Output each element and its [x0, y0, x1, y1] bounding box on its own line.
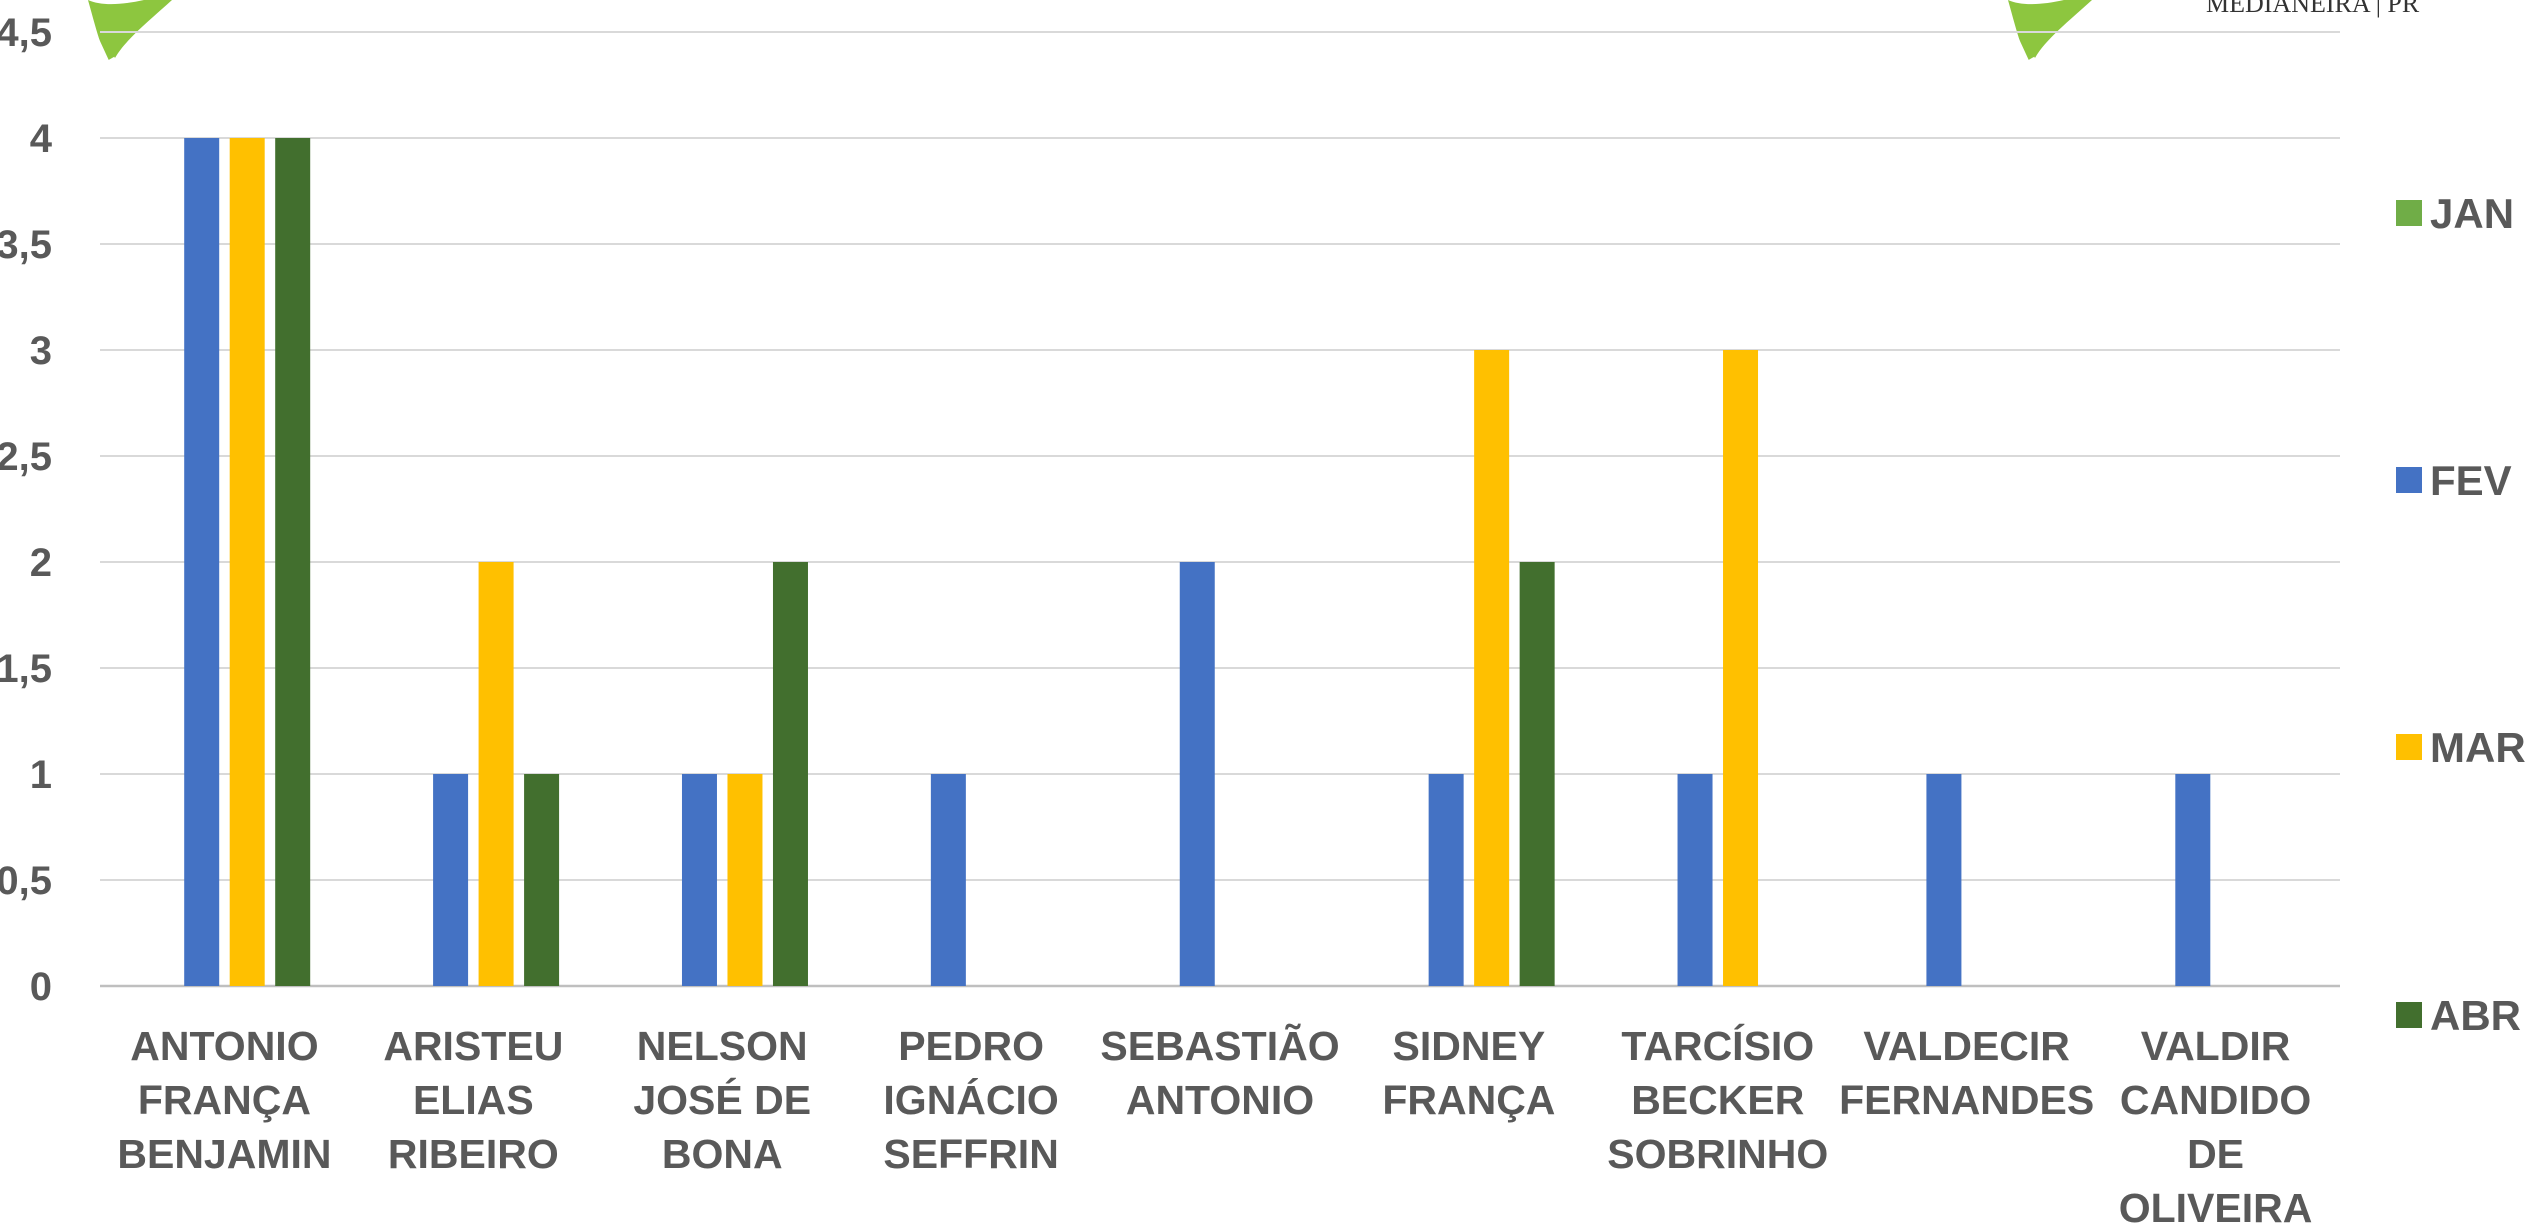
y-tick-label: 3,5 [0, 223, 52, 267]
bar-fev [1428, 774, 1464, 986]
bars [184, 138, 2211, 986]
y-tick-label: 1,5 [0, 647, 52, 691]
x-tick-label: SIDNEY FRANÇA [1382, 1023, 1555, 1123]
bar-abr [1519, 562, 1555, 986]
bar-fev [184, 138, 220, 986]
legend-swatch-abr [2396, 1002, 2422, 1028]
bar-abr [524, 774, 560, 986]
bar-abr [275, 138, 311, 986]
x-tick-label: TARCÍSIO BECKER SOBRINHO [1607, 1023, 1828, 1177]
y-tick-label: 3 [30, 329, 52, 373]
legend-label-abr: ABR [2430, 992, 2521, 1039]
x-tick-label: ARISTEU ELIAS RIBEIRO [383, 1023, 563, 1177]
y-axis-ticks: 0 0,5 1 1,5 2 2,5 3 3,5 4 4,5 [0, 11, 53, 1009]
bar-mar [229, 138, 265, 986]
bar-fev [1677, 774, 1713, 986]
legend-label-fev: FEV [2430, 457, 2512, 504]
x-axis-ticks: ANTONIO FRANÇA BENJAMIN ARISTEU ELIAS RIBEIRO… [117, 1023, 2312, 1231]
legend-swatch-jan [2396, 200, 2422, 226]
x-tick-label: VALDECIR FERNANDES [1839, 1023, 2094, 1123]
legend-swatch-fev [2396, 467, 2422, 493]
x-tick-label: ANTONIO FRANÇA BENJAMIN [117, 1023, 331, 1177]
legend: JAN FEV MAR ABR [2396, 190, 2526, 1039]
bar-fev [2175, 774, 2211, 986]
logo-text: MEDIANEIRA | PR [2206, 0, 2420, 18]
bar-abr [772, 562, 808, 986]
bar-fev [1926, 774, 1962, 986]
x-tick-label: NELSON JOSÉ DE BONA [633, 1023, 811, 1177]
bar-fev [1179, 562, 1215, 986]
x-tick-label: VALDIR CANDIDO DE OLIVEIRA [2119, 1023, 2313, 1231]
legend-label-mar: MAR [2430, 724, 2526, 771]
x-tick-label: PEDRO IGNÁCIO SEFFRIN [883, 1023, 1058, 1177]
bar-mar [727, 774, 763, 986]
bar-mar [1474, 350, 1510, 986]
y-tick-label: 1 [30, 753, 52, 797]
bar-mar [1723, 350, 1759, 986]
legend-swatch-mar [2396, 734, 2422, 760]
y-tick-label: 4 [30, 117, 53, 161]
legend-label-jan: JAN [2430, 190, 2514, 237]
y-tick-label: 4,5 [0, 11, 52, 55]
y-tick-label: 0 [30, 965, 52, 1009]
bar-fev [930, 774, 966, 986]
bar-fev [681, 774, 717, 986]
gridlines [100, 31, 2340, 988]
x-tick-label: SEBASTIÃO ANTONIO [1100, 1023, 1339, 1123]
y-tick-label: 0,5 [0, 859, 52, 903]
bar-fev [433, 774, 469, 986]
y-tick-label: 2,5 [0, 435, 52, 479]
y-tick-label: 2 [30, 541, 52, 585]
bar-mar [478, 562, 514, 986]
